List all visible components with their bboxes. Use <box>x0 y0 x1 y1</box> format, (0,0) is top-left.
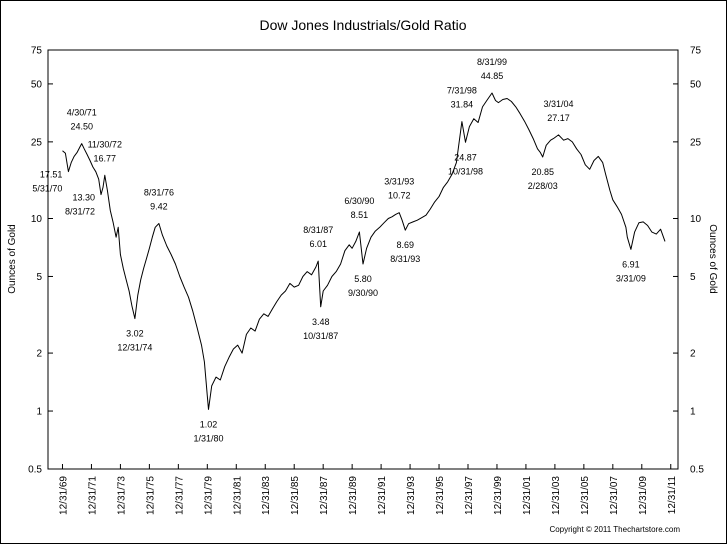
annotation-label: 10.72 <box>388 191 411 201</box>
annotation-label: 17.51 <box>40 170 63 180</box>
annotation-label: 3/31/93 <box>384 177 414 187</box>
annotation-label: 8/31/72 <box>65 207 95 217</box>
annotation-label: 12/31/74 <box>117 343 152 353</box>
annotation-label: 3.48 <box>312 317 330 327</box>
x-tick-label: 12/31/11 <box>667 476 678 515</box>
y-tick-label-left: 10 <box>31 214 43 225</box>
y-tick-label-left: 0.5 <box>28 465 42 476</box>
x-tick-label: 12/31/81 <box>232 476 243 515</box>
x-tick-label: 12/31/09 <box>638 476 649 515</box>
y-tick-label-right: 2 <box>690 349 696 360</box>
annotation-label: 24.50 <box>70 122 93 132</box>
x-tick-label: 12/31/73 <box>116 476 127 515</box>
y-tick-label-right: 75 <box>690 46 702 57</box>
annotation-label: 20.85 <box>531 167 554 177</box>
x-tick-label: 12/31/97 <box>464 476 475 515</box>
annotation-label: 8.51 <box>351 210 369 220</box>
x-tick-label: 12/31/69 <box>58 476 69 515</box>
y-tick-label-right: 50 <box>690 79 702 90</box>
x-tick-label: 12/31/89 <box>348 476 359 515</box>
x-tick-label: 12/31/83 <box>261 476 272 515</box>
x-tick-label: 12/31/03 <box>551 476 562 515</box>
x-tick-label: 12/31/91 <box>377 476 388 515</box>
y-axis-right: 75 50 25 10 5 2 1 0.5 <box>673 46 704 476</box>
annotations: 17.515/31/704/30/7124.5013.308/31/7211/3… <box>32 57 646 443</box>
annotation-label: 1/31/80 <box>193 433 223 443</box>
annotation-label: 8/31/99 <box>477 57 507 67</box>
annotation-label: 8/31/76 <box>144 187 174 197</box>
y-tick-label-left: 50 <box>31 79 43 90</box>
annotation-label: 2/28/03 <box>528 181 558 191</box>
annotation-label: 8/31/93 <box>390 254 420 264</box>
annotation-label: 8/31/87 <box>303 225 333 235</box>
annotation-label: 5/31/70 <box>32 184 62 194</box>
x-tick-label: 12/31/93 <box>406 476 417 515</box>
annotation-label: 44.85 <box>481 71 504 81</box>
annotation-label: 27.17 <box>547 113 570 123</box>
y-tick-label-left: 75 <box>31 46 43 57</box>
annotation-label: 3/31/09 <box>616 273 646 283</box>
annotation-label: 10/31/87 <box>303 331 338 341</box>
annotation-label: 8.69 <box>397 240 415 250</box>
y-tick-label-left: 5 <box>36 272 42 283</box>
x-tick-label: 12/31/07 <box>609 476 620 515</box>
annotation-label: 9.42 <box>150 201 168 211</box>
annotation-label: 9/30/90 <box>348 288 378 298</box>
x-tick-label: 12/31/85 <box>290 476 301 515</box>
annotation-label: 31.84 <box>451 100 474 110</box>
annotation-label: 4/30/71 <box>67 108 97 118</box>
x-tick-label: 12/31/05 <box>580 476 591 515</box>
annotation-label: 7/31/98 <box>447 86 477 96</box>
annotation-label: 16.77 <box>94 153 117 163</box>
plot-area <box>47 49 679 470</box>
annotation-label: 5.80 <box>354 274 372 284</box>
x-tick-label: 12/31/01 <box>522 476 533 515</box>
x-tick-label: 12/31/99 <box>493 476 504 515</box>
annotation-label: 10/31/98 <box>448 166 483 176</box>
annotation-label: 1.02 <box>200 419 218 429</box>
ratio-series-line <box>62 92 666 410</box>
y-tick-label-left: 2 <box>36 349 42 360</box>
annotation-label: 24.87 <box>454 152 477 162</box>
copyright: Copyright © 2011 Thechartstore.com <box>549 525 680 534</box>
x-tick-label: 12/31/77 <box>174 476 185 515</box>
annotation-label: 6.01 <box>309 239 327 249</box>
annotation-label: 11/30/72 <box>88 139 122 149</box>
y-axis-label-left: Ounces of Gold <box>7 224 18 293</box>
x-tick-label: 12/31/79 <box>203 476 214 515</box>
y-axis-label-right: Ounces of Gold <box>707 224 718 293</box>
y-tick-label-right: 10 <box>690 214 702 225</box>
x-tick-label: 12/31/71 <box>87 476 98 515</box>
annotation-label: 3.02 <box>126 329 144 339</box>
annotation-label: 3/31/04 <box>544 99 574 109</box>
x-tick-label: 12/31/95 <box>435 476 446 515</box>
annotation-label: 6.91 <box>622 259 640 269</box>
y-tick-label-right: 0.5 <box>690 465 704 476</box>
y-tick-label-right: 1 <box>690 407 696 418</box>
y-tick-label-right: 25 <box>690 137 702 148</box>
annotation-label: 13.30 <box>72 193 95 203</box>
x-axis: 12/31/69 12/31/71 12/31/73 12/31/75 12/31/77… <box>58 464 678 515</box>
annotation-label: 6/30/90 <box>344 196 374 206</box>
y-tick-label-right: 5 <box>690 272 696 283</box>
y-axis-left: 75 50 25 10 5 2 1 0.5 <box>28 46 53 476</box>
y-tick-label-left: 25 <box>31 137 43 148</box>
y-tick-label-left: 1 <box>36 407 42 418</box>
x-tick-label: 12/31/75 <box>145 476 156 515</box>
x-tick-label: 12/31/87 <box>319 476 330 515</box>
chart-title: Dow Jones Industrials/Gold Ratio <box>260 17 467 33</box>
